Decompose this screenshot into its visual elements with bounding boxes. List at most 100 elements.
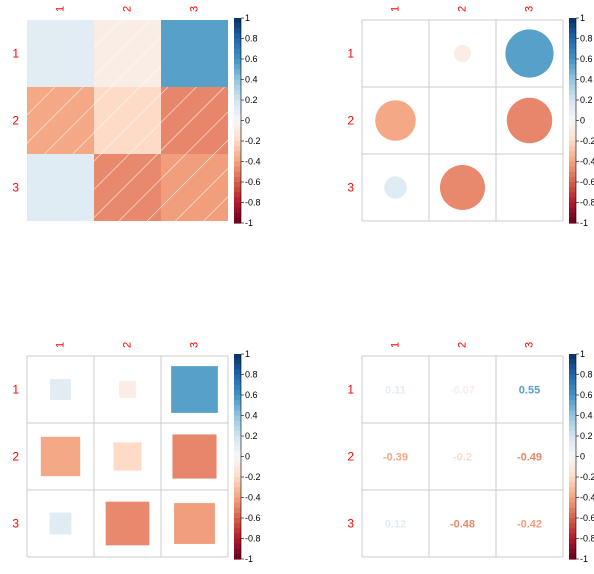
colorbar-segment [234, 212, 241, 219]
colorbar-segment [569, 461, 576, 468]
colorbar-segment [569, 364, 576, 370]
colorbar-segment [569, 482, 576, 488]
colorbar-segment [569, 202, 576, 209]
colorbar-segment [569, 141, 576, 147]
colorbar-tick-label: 0.4 [580, 411, 593, 421]
colorbar-tick-label: 0 [580, 116, 585, 126]
colorbar-segment [569, 354, 576, 360]
colorbar-segment [234, 217, 241, 224]
colorbar-segment [569, 48, 576, 55]
corr-square [105, 501, 150, 546]
shade-hatch [27, 87, 94, 154]
colorbar-tick-label: 0.2 [580, 431, 593, 441]
colorbar-segment [234, 79, 241, 86]
correlation-panel-number: 0.11 -0.07 0.55 -0.39 -0.2 -0.49 0.12 -0.48 -0.4… [347, 342, 594, 564]
shade-hatch [161, 154, 228, 221]
colorbar-segment [234, 384, 241, 391]
colorbar-segment [569, 497, 576, 504]
colorbar-segment [569, 487, 576, 493]
colorbar-segment [569, 430, 576, 437]
corr-circle [375, 100, 416, 141]
col-label: 1 [55, 342, 67, 348]
col-label: 3 [189, 342, 201, 348]
colorbar-segment [234, 359, 241, 365]
colorbar-segment [569, 384, 576, 391]
corr-number: 0.12 [385, 519, 406, 531]
colorbar-segment [234, 28, 241, 34]
colorbar-segment [569, 528, 576, 534]
colorbar-segment [234, 130, 241, 137]
colorbar-segment [234, 125, 241, 132]
colorbar-segment [234, 110, 241, 116]
colorbar-segment [234, 161, 241, 168]
colorbar-segment [234, 487, 241, 493]
colorbar-segment [234, 400, 241, 406]
colorbar-segment [234, 53, 241, 60]
colorbar-tick-label: 0.8 [245, 34, 258, 44]
colorbar-segment [569, 217, 576, 224]
colorbar-segment [569, 100, 576, 106]
colorbar-segment [569, 43, 576, 50]
colorbar-segment [234, 389, 241, 396]
colorbar-segment [569, 23, 576, 29]
colorbar-segment [569, 405, 576, 411]
colorbar-segment [234, 425, 241, 432]
colorbar-segment [569, 369, 576, 376]
colorbar-tick-label: -1 [580, 218, 588, 228]
col-label: 3 [189, 6, 201, 12]
colorbar-segment [234, 59, 241, 65]
colorbar-segment [569, 64, 576, 70]
corr-number: -0.42 [517, 519, 542, 531]
colorbar-segment [569, 466, 576, 473]
colorbar-segment [234, 33, 241, 40]
colorbar-segment [234, 507, 241, 514]
colorbar-segment [569, 28, 576, 34]
colorbar-segment [569, 187, 576, 193]
colorbar-segment [234, 146, 241, 152]
col-label: 2 [122, 6, 134, 12]
colorbar-segment [234, 100, 241, 106]
colorbar-segment [234, 43, 241, 50]
corr-number: -0.48 [450, 519, 475, 531]
colorbar-segment [569, 38, 576, 45]
colorbar-segment [234, 446, 241, 452]
colorbar-segment [569, 33, 576, 40]
colorbar-segment [234, 512, 241, 519]
colorbar-tick-label: -0.4 [580, 157, 594, 167]
colorbar-segment [569, 471, 576, 478]
corr-number: -0.07 [450, 385, 475, 397]
colorbar-segment [569, 166, 576, 173]
colorbar-segment [234, 166, 241, 173]
colorbar-segment [234, 415, 241, 422]
colorbar-segment [234, 364, 241, 370]
colorbar-segment [569, 533, 576, 540]
colorbar-segment [234, 456, 241, 463]
colorbar-tick-label: 1 [245, 349, 250, 359]
colorbar-segment [234, 538, 241, 545]
colorbar-segment [234, 548, 241, 555]
colorbar-segment [569, 161, 576, 168]
colorbar-segment [569, 135, 576, 142]
colorbar-segment [234, 497, 241, 504]
col-label: 2 [457, 6, 469, 12]
colorbar-segment [569, 182, 576, 188]
colorbar-segment [569, 446, 576, 452]
colorbar-segment [234, 187, 241, 193]
row-label: 2 [347, 114, 354, 128]
colorbar-segment [234, 492, 241, 499]
colorbar-segment [234, 84, 241, 91]
colorbar-segment [234, 171, 241, 178]
colorbar-segment [569, 115, 576, 122]
colorbar-segment [569, 420, 576, 427]
corr-circle [506, 97, 553, 144]
shade-cell [27, 154, 94, 221]
col-label: 3 [524, 6, 536, 12]
colorbar-segment [569, 512, 576, 519]
colorbar-segment [234, 420, 241, 427]
colorbar-tick-label: -0.2 [580, 136, 594, 146]
correlation-panel-square: 1 2 3 1 2 3 1 0.8 0.6 0.4 0.2 0 -0.2 -0.4 -0.6 -0.8 -1 [12, 342, 260, 564]
colorbar-tick-label: -0.4 [245, 157, 261, 167]
colorbar-segment [569, 192, 576, 198]
colorbar-tick-label: 0.2 [580, 95, 593, 105]
corr-square [172, 434, 217, 479]
